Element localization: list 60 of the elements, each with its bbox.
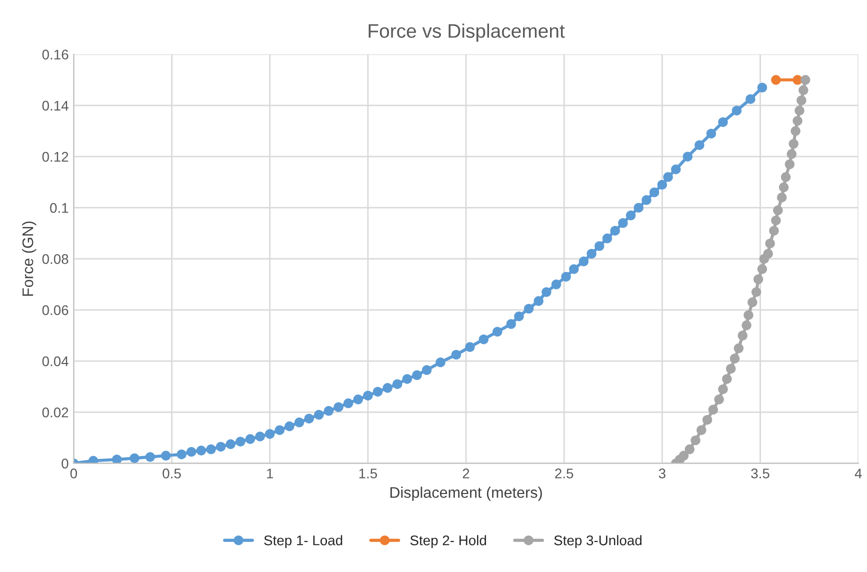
point [784, 159, 795, 170]
point [780, 172, 791, 182]
x-tick-label: 0.5 [162, 468, 181, 478]
point [794, 106, 804, 116]
y-tick-label: 0.08 [42, 254, 68, 264]
point [738, 330, 748, 340]
y-tick-label: 0.04 [42, 356, 68, 366]
point [790, 126, 800, 136]
y-tick-label: 0.16 [42, 50, 68, 60]
point [765, 238, 775, 248]
x-tick-label: 4 [854, 468, 862, 478]
point [759, 254, 770, 264]
x-axis-title: Displacement (meters) [390, 486, 542, 501]
point [771, 216, 781, 226]
y-axis-title: Force (GN) [22, 222, 36, 296]
point [798, 85, 808, 95]
x-tick-label: 3.5 [751, 468, 770, 478]
x-tick-label: 1.5 [359, 468, 378, 478]
point [734, 343, 744, 354]
y-tick-label: 0.1 [50, 203, 68, 213]
chart-title: Force vs Displacement [368, 24, 565, 42]
y-tick-label: 0.12 [42, 152, 68, 162]
y-tick-label: 0.02 [42, 408, 68, 418]
point [742, 320, 752, 330]
point [773, 205, 783, 216]
legend-label: Step 2- Hold [410, 535, 486, 548]
x-tick-label: 3 [658, 468, 666, 478]
point [702, 415, 712, 425]
point [788, 138, 798, 149]
legend-label: Step 1- Load [264, 535, 342, 548]
point [744, 310, 754, 320]
legend-label: Step 3-Unload [554, 535, 642, 548]
point [771, 75, 781, 85]
point [786, 149, 796, 159]
point [718, 384, 728, 394]
y-tick-label: 0 [62, 458, 68, 468]
point [796, 95, 806, 106]
point [748, 297, 758, 308]
point [769, 226, 779, 236]
point [778, 182, 789, 192]
x-tick-label: 1 [267, 468, 274, 478]
point [696, 425, 706, 435]
y-tick-label: 0.06 [42, 305, 68, 316]
x-tick-label: 0 [70, 468, 78, 478]
point [690, 435, 700, 446]
point [730, 354, 740, 364]
point [726, 364, 736, 374]
point [684, 444, 694, 454]
point [753, 274, 764, 284]
x-tick-label: 2.5 [555, 468, 574, 478]
point [800, 75, 810, 85]
point [714, 394, 724, 404]
point [792, 116, 802, 126]
point [708, 404, 718, 415]
x-tick-label: 2 [462, 468, 470, 478]
point [751, 287, 762, 297]
point [776, 192, 787, 202]
point [757, 264, 768, 274]
point [722, 374, 732, 384]
y-tick-label: 0.14 [42, 100, 68, 111]
